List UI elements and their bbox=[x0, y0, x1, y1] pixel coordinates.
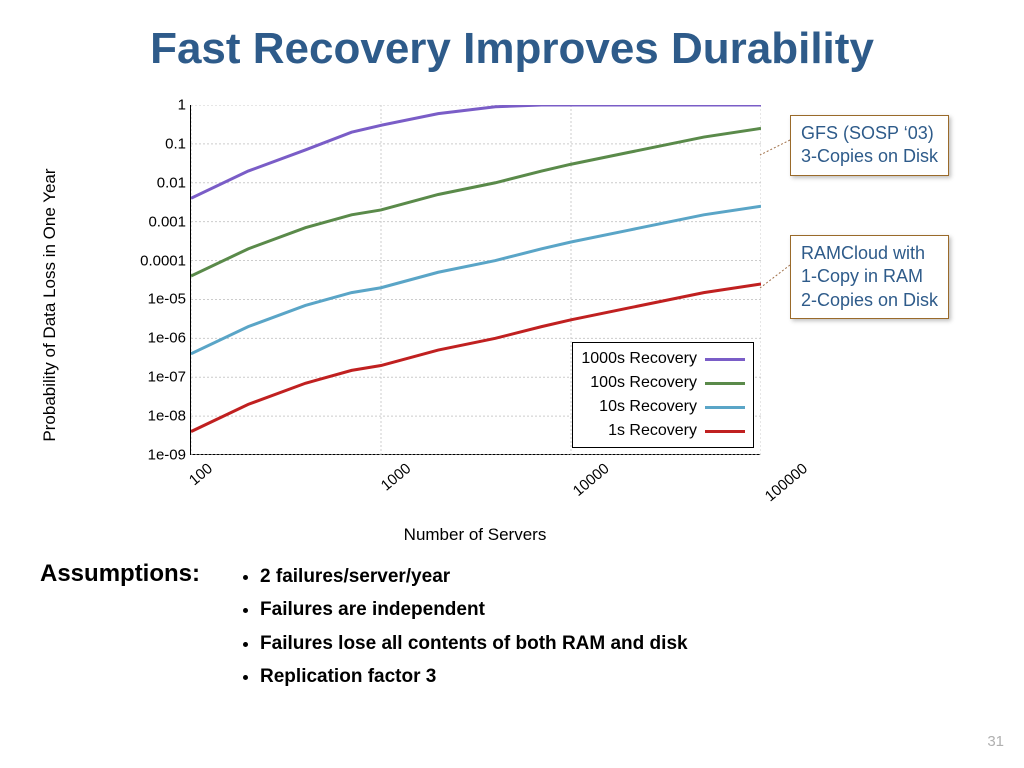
legend: 1000s Recovery100s Recovery10s Recovery1… bbox=[572, 342, 754, 448]
assumption-item: Replication factor 3 bbox=[260, 660, 688, 693]
annotation-line: 2-Copies on Disk bbox=[801, 289, 938, 312]
x-tick: 10000 bbox=[570, 460, 613, 500]
y-tick: 0.0001 bbox=[140, 252, 186, 269]
y-axis-label: Probability of Data Loss in One Year bbox=[40, 168, 60, 441]
legend-label: 1000s Recovery bbox=[581, 347, 697, 371]
legend-item: 1s Recovery bbox=[581, 419, 745, 443]
y-tick: 0.01 bbox=[157, 174, 186, 191]
legend-swatch bbox=[705, 382, 745, 385]
annotation-line: 3-Copies on Disk bbox=[801, 145, 938, 168]
legend-item: 100s Recovery bbox=[581, 371, 745, 395]
assumption-item: Failures lose all contents of both RAM a… bbox=[260, 627, 688, 660]
slide-title: Fast Recovery Improves Durability bbox=[0, 0, 1024, 74]
series-line bbox=[191, 206, 761, 354]
legend-label: 10s Recovery bbox=[599, 395, 697, 419]
legend-swatch bbox=[705, 358, 745, 361]
assumptions-block: Assumptions: 2 failures/server/yearFailu… bbox=[40, 560, 688, 693]
annotation-line: RAMCloud with bbox=[801, 242, 938, 265]
legend-item: 10s Recovery bbox=[581, 395, 745, 419]
y-tick: 1e-08 bbox=[148, 408, 186, 425]
series-line bbox=[191, 128, 761, 276]
annotation-ramcloud: RAMCloud with1-Copy in RAM2-Copies on Di… bbox=[790, 235, 949, 319]
x-tick: 100000 bbox=[762, 460, 811, 505]
assumption-item: Failures are independent bbox=[260, 593, 688, 626]
page-number: 31 bbox=[987, 733, 1004, 750]
y-tick: 0.001 bbox=[148, 213, 186, 230]
x-tick: 1000 bbox=[378, 460, 414, 494]
x-tick: 100 bbox=[186, 460, 216, 489]
assumptions-list: 2 failures/server/yearFailures are indep… bbox=[240, 560, 688, 693]
annotation-line: 1-Copy in RAM bbox=[801, 265, 938, 288]
assumption-item: 2 failures/server/year bbox=[260, 560, 688, 593]
assumptions-heading: Assumptions: bbox=[40, 560, 200, 693]
legend-swatch bbox=[705, 406, 745, 409]
legend-label: 1s Recovery bbox=[608, 419, 697, 443]
plot-area: 1000s Recovery100s Recovery10s Recovery1… bbox=[190, 105, 760, 455]
y-tick: 1 bbox=[178, 97, 186, 114]
y-tick: 1e-05 bbox=[148, 291, 186, 308]
x-axis-label: Number of Servers bbox=[404, 525, 547, 545]
y-tick: 0.1 bbox=[165, 135, 186, 152]
annotation-gfs: GFS (SOSP ‘03)3-Copies on Disk bbox=[790, 115, 949, 176]
y-tick: 1e-06 bbox=[148, 330, 186, 347]
legend-label: 100s Recovery bbox=[590, 371, 697, 395]
legend-item: 1000s Recovery bbox=[581, 347, 745, 371]
y-tick: 1e-09 bbox=[148, 447, 186, 464]
y-tick: 1e-07 bbox=[148, 369, 186, 386]
legend-swatch bbox=[705, 430, 745, 433]
chart-container: Probability of Data Loss in One Year 1e-… bbox=[60, 105, 780, 505]
annotation-line: GFS (SOSP ‘03) bbox=[801, 122, 938, 145]
series-line bbox=[191, 105, 761, 198]
